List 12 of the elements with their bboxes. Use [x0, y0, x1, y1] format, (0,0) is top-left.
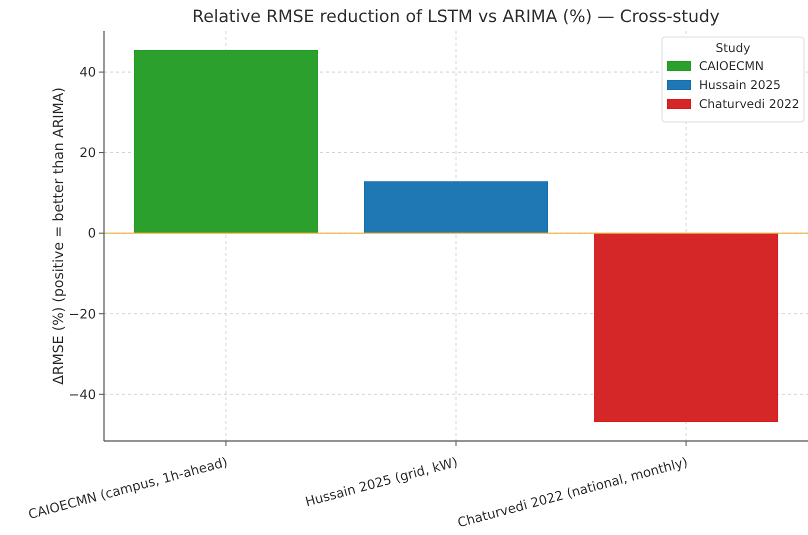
y-tick-label: 20 [79, 146, 96, 162]
legend-label: CAIOECMN [699, 59, 764, 74]
y-tick-label: 40 [79, 66, 96, 81]
legend-label: Hussain 2025 [699, 78, 781, 92]
y-tick-label: 0 [88, 226, 96, 242]
legend-label: Chaturvedi 2022 [699, 97, 800, 112]
chart-title: Relative RMSE reduction of LSTM vs ARIMA (%) — Cross-study [192, 7, 720, 27]
y-tick-label: −40 [68, 388, 96, 403]
y-tick-label: −20 [68, 307, 96, 322]
y-axis-title: ΔRMSE (%) (positive = better than ARIMA) [51, 87, 67, 385]
legend-title: Study [716, 41, 750, 55]
x-tick-label: Hussain 2025 (grid, kW) [304, 455, 460, 510]
